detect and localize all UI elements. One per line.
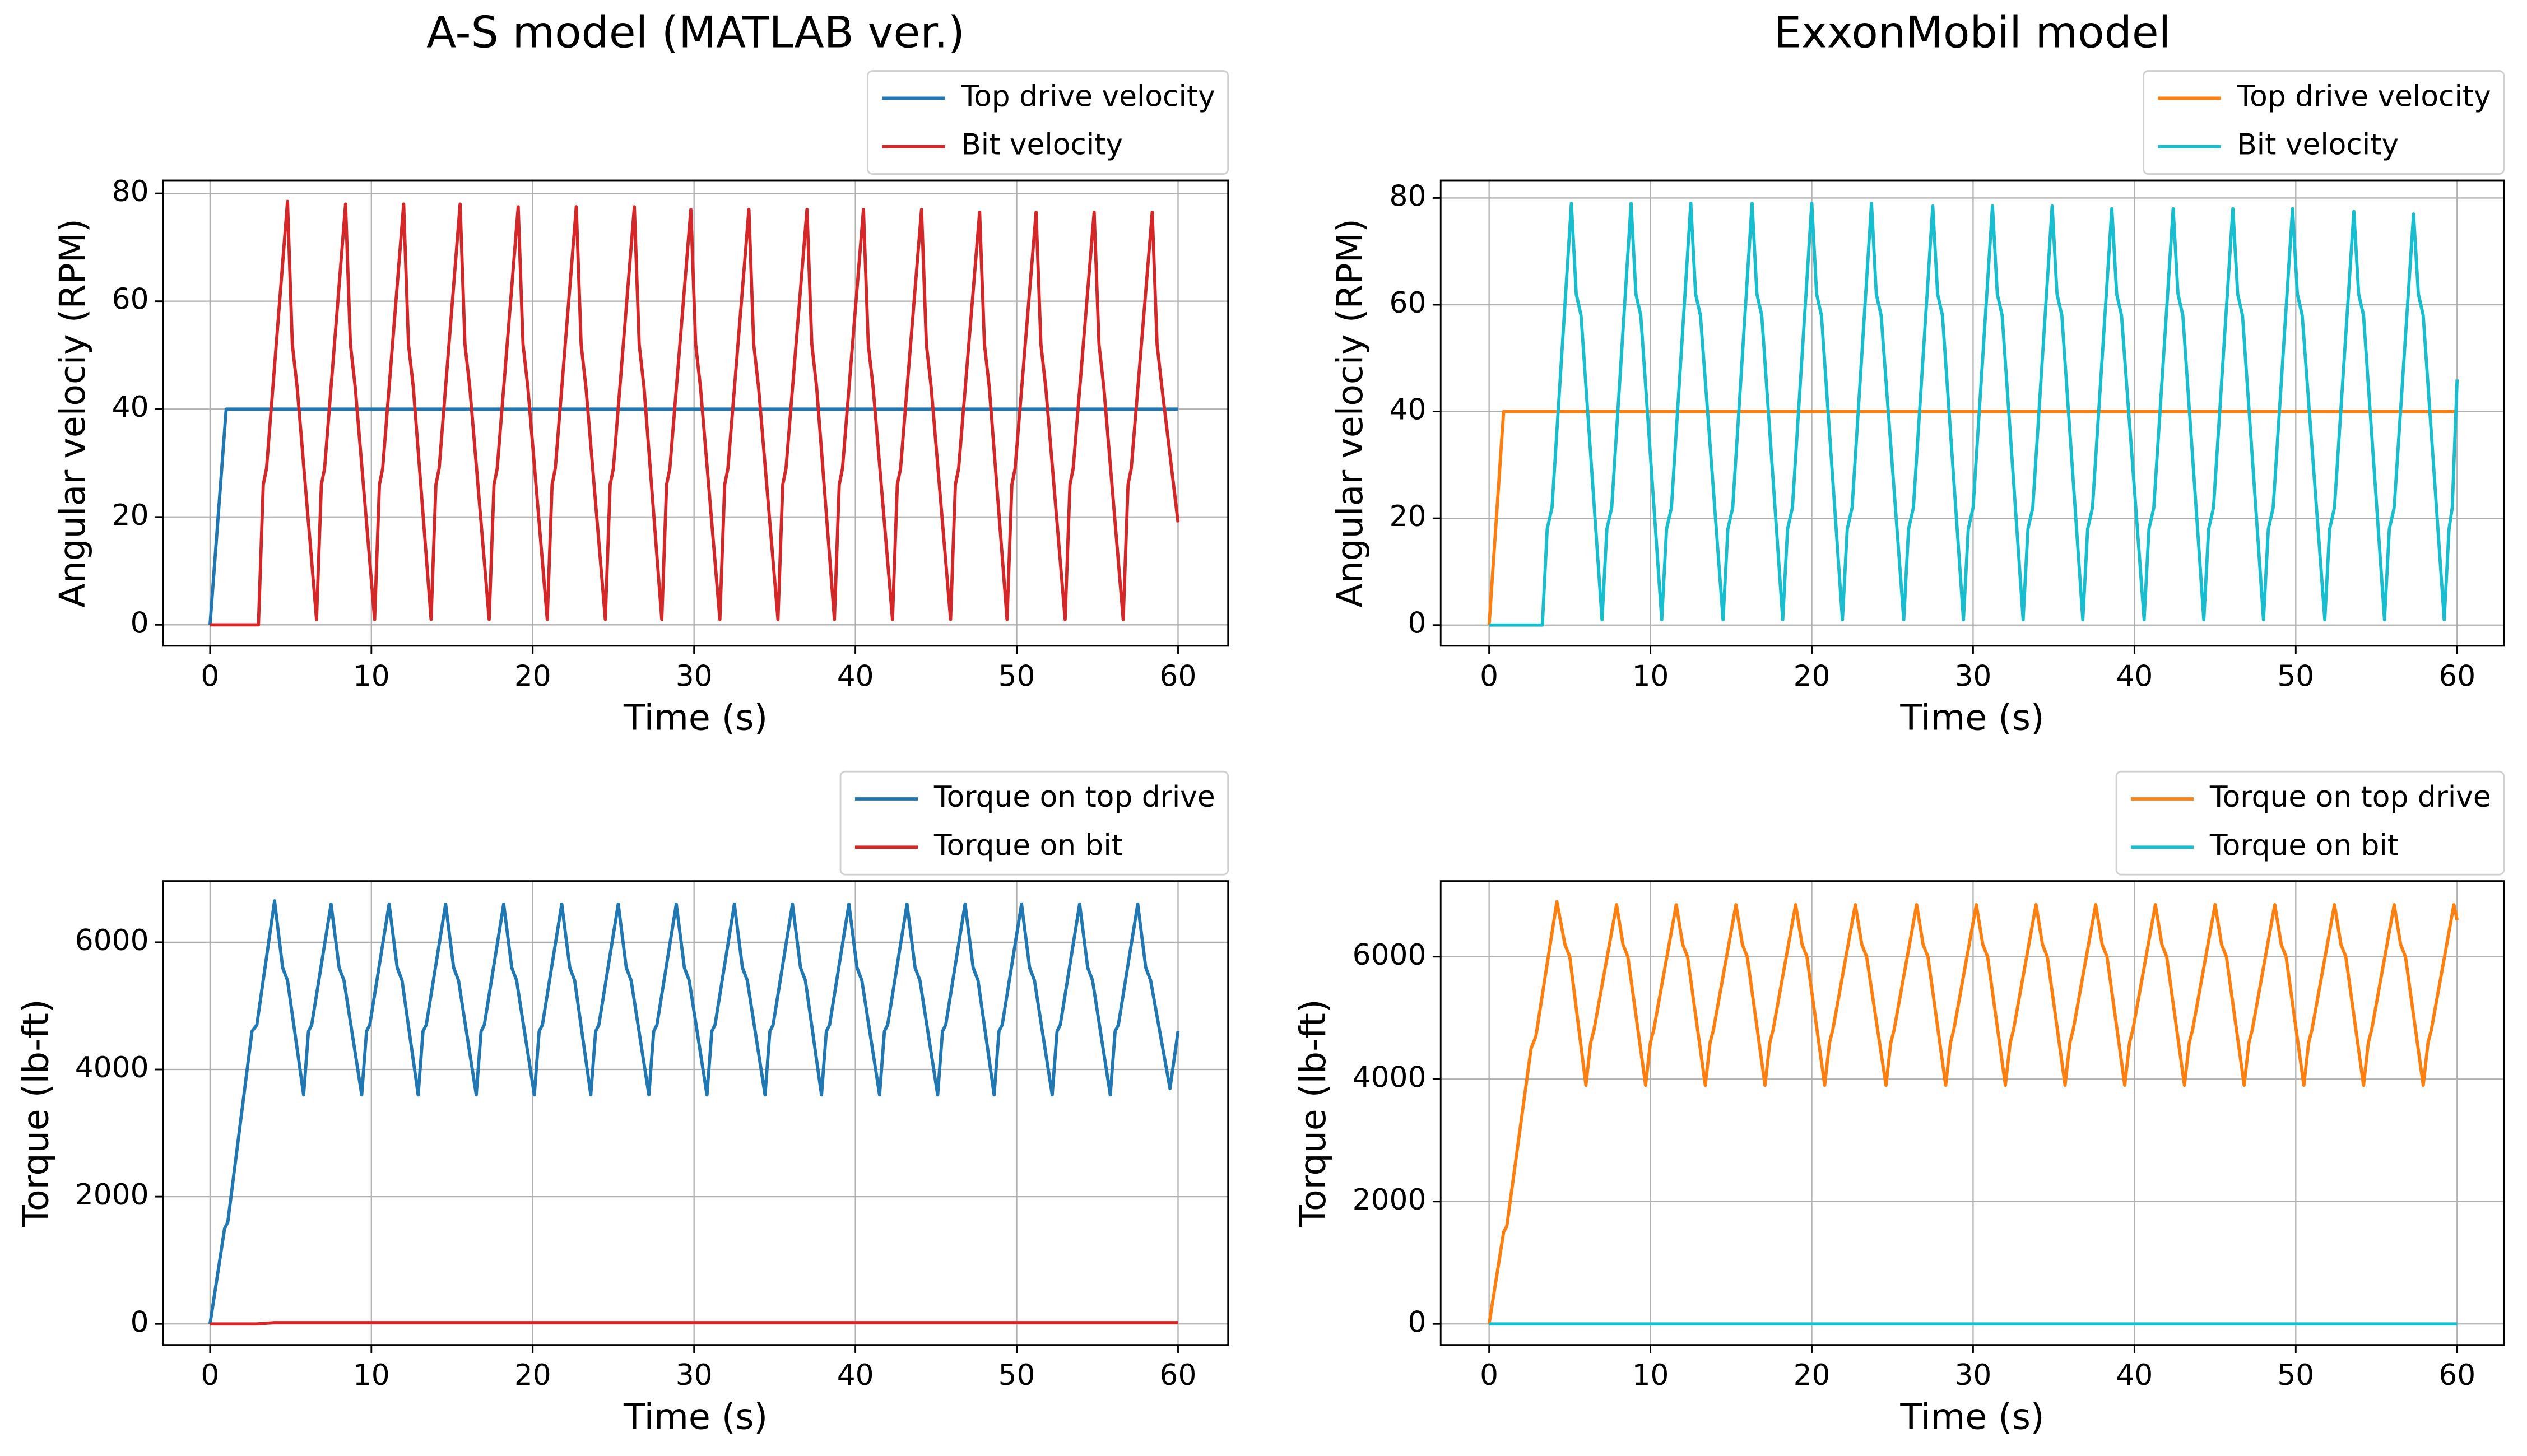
legend-label: Torque on bit <box>933 829 1123 862</box>
x-tick-label: 10 <box>1632 659 1669 693</box>
x-tick-label: 10 <box>353 659 390 693</box>
y-tick-label: 0 <box>1407 607 1426 640</box>
x-tick-label: 50 <box>2277 659 2314 693</box>
legend-label: Top drive velocity <box>960 80 1215 113</box>
y-tick-label: 40 <box>112 390 149 424</box>
legend: Top drive velocity Bit velocity <box>2143 70 2505 175</box>
y-tick-label: 4000 <box>1353 1060 1427 1094</box>
legend-label: Torque on top drive <box>933 780 1215 814</box>
y-tick-label: 0 <box>131 1305 149 1339</box>
subplot: 0 2000 4000 6000 0 10 20 30 40 50 60 Time (s) Torque… <box>1292 770 2505 1437</box>
y-tick-label: 20 <box>1390 500 1427 533</box>
x-tick-label: 40 <box>2116 659 2153 693</box>
data-line <box>1489 202 2459 627</box>
x-tick-label: 10 <box>1632 1359 1669 1392</box>
plot-frame <box>1439 880 2505 1346</box>
legend-label: Top drive velocity <box>2236 80 2491 113</box>
legend-label: Bit velocity <box>2237 128 2399 162</box>
legend: Torque on top drive Torque on bit <box>839 770 1229 876</box>
x-tick-label: 0 <box>201 1359 219 1392</box>
legend-box <box>2143 70 2505 175</box>
x-tick-label: 60 <box>2438 659 2475 693</box>
x-tick-label: 20 <box>1794 659 1831 693</box>
x-tick-label: 30 <box>1955 659 1992 693</box>
y-tick-label: 0 <box>131 606 149 640</box>
y-tick-label: 4000 <box>75 1051 149 1085</box>
y-axis-label: Angular velociy (RPM) <box>52 218 93 608</box>
subplot: 0 2000 4000 6000 0 10 20 30 40 50 60 Time (s) Torque… <box>15 770 1229 1437</box>
x-tick-label: 10 <box>353 1359 390 1392</box>
y-tick-label: 20 <box>112 499 149 532</box>
y-tick-label: 2000 <box>75 1178 149 1212</box>
y-axis-label: Torque (lb-ft) <box>15 999 56 1227</box>
x-axis-label: Time (s) <box>623 1395 768 1437</box>
x-axis-label: Time (s) <box>1899 1395 2044 1437</box>
data-line <box>208 899 1180 1324</box>
y-axis-label: Angular velociy (RPM) <box>1329 218 1371 608</box>
x-tick-label: 50 <box>998 1359 1035 1392</box>
y-tick-label: 2000 <box>1353 1183 1427 1217</box>
y-tick-label: 0 <box>1407 1305 1426 1339</box>
legend-label: Bit velocity <box>961 128 1123 162</box>
x-tick-label: 0 <box>1480 1359 1498 1392</box>
x-tick-label: 30 <box>676 1359 713 1392</box>
subplot: 0 20 40 60 80 0 10 20 30 40 50 60 A-S model (MATLAB … <box>52 8 1229 738</box>
legend-label: Torque on top drive <box>2209 780 2491 814</box>
plot-frame <box>162 880 1229 1346</box>
data-line <box>1487 900 2459 1324</box>
x-tick-label: 40 <box>837 659 874 693</box>
x-tick-label: 20 <box>1794 1359 1831 1392</box>
y-tick-label: 80 <box>112 175 149 208</box>
plot-frame <box>162 179 1229 647</box>
y-tick-label: 60 <box>112 283 149 317</box>
y-tick-label: 6000 <box>75 924 149 957</box>
data-line <box>1487 410 2458 625</box>
legend-box <box>2115 770 2505 876</box>
y-tick-label: 40 <box>1390 393 1427 427</box>
x-tick-label: 20 <box>514 659 551 693</box>
x-axis-label: Time (s) <box>623 697 768 738</box>
legend: Top drive velocity Bit velocity <box>867 70 1229 175</box>
x-tick-label: 40 <box>837 1359 874 1392</box>
y-tick-label: 6000 <box>1353 938 1427 972</box>
chart-title: A-S model (MATLAB ver.) <box>426 8 965 58</box>
plot-frame <box>1439 179 2505 647</box>
x-tick-label: 30 <box>1955 1359 1992 1392</box>
subplot: 0 20 40 60 80 0 10 20 30 40 50 60 ExxonMobil model Ti… <box>1329 8 2505 738</box>
x-tick-label: 60 <box>1160 659 1197 693</box>
x-tick-label: 20 <box>514 1359 551 1392</box>
x-tick-label: 40 <box>2116 1359 2153 1392</box>
data-line <box>210 199 1180 627</box>
x-tick-label: 0 <box>1480 659 1498 693</box>
data-line <box>208 407 1178 625</box>
legend-box <box>839 770 1229 876</box>
x-tick-label: 50 <box>998 659 1035 693</box>
y-tick-label: 60 <box>1390 286 1427 320</box>
legend-box <box>867 70 1229 175</box>
x-tick-label: 50 <box>2277 1359 2314 1392</box>
x-tick-label: 30 <box>676 659 713 693</box>
data-line <box>210 1321 1178 1326</box>
legend: Torque on top drive Torque on bit <box>2115 770 2505 876</box>
x-tick-label: 0 <box>201 659 219 693</box>
legend-label: Torque on bit <box>2209 829 2399 862</box>
chart-title: ExxonMobil model <box>1774 8 2171 58</box>
x-tick-label: 60 <box>2438 1359 2475 1392</box>
y-tick-label: 80 <box>1390 179 1427 213</box>
y-axis-label: Torque (lb-ft) <box>1292 999 1334 1227</box>
x-tick-label: 60 <box>1160 1359 1197 1392</box>
x-axis-label: Time (s) <box>1899 697 2044 738</box>
